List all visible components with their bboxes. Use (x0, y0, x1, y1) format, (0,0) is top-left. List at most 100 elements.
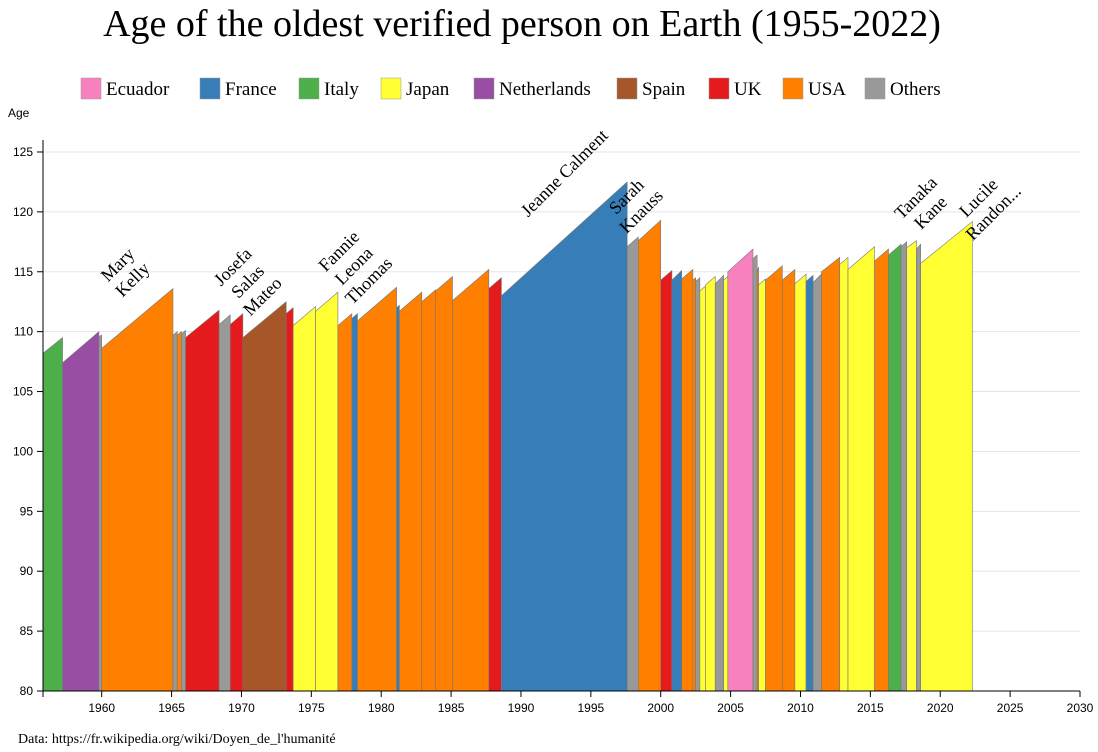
segment-others (218, 314, 231, 692)
annotation-label: MaryKelly (96, 243, 153, 300)
x-tick-label: 2005 (717, 701, 744, 715)
x-tick-label: 1985 (438, 701, 465, 715)
y-tick-label: 120 (13, 205, 33, 219)
segment-usa (337, 313, 353, 692)
y-tick-label: 115 (14, 265, 33, 279)
segment-others (752, 254, 758, 692)
legend-swatch-france (199, 77, 221, 100)
x-tick-label: 2030 (1067, 701, 1094, 715)
segment-uk (185, 309, 220, 692)
legend-label-spain: Spain (642, 79, 686, 100)
y-axis: 80 85 90 95 100 105 110 115 120 125 (13, 140, 44, 698)
chart-title: Age of the oldest verified person on Ear… (103, 3, 941, 45)
segment-usa (452, 268, 490, 692)
segment-usa (357, 286, 397, 692)
legend-label-netherlands: Netherlands (499, 79, 591, 100)
x-tick-label: 2010 (787, 701, 814, 715)
legend-label-usa: USA (808, 79, 846, 100)
source-note: Data: https://fr.wikipedia.org/wiki/Doye… (18, 732, 336, 747)
legend-label-italy: Italy (324, 79, 359, 100)
segment-usa (399, 291, 423, 692)
legend-swatch-netherlands (473, 77, 495, 100)
segment-italy (888, 243, 902, 692)
legend-label-others: Others (890, 79, 941, 100)
x-tick-label: 2020 (927, 701, 954, 715)
segment-japan (906, 240, 917, 692)
x-tick-label: 1965 (158, 701, 185, 715)
segment-japan (705, 275, 716, 692)
x-tick-label: 1990 (508, 701, 535, 715)
segment-others (98, 334, 102, 692)
segments (42, 181, 973, 692)
annotation-label: JosefaSalasMateo (209, 243, 285, 319)
x-tick-label: 1975 (298, 701, 325, 715)
segment-japan (794, 273, 807, 692)
y-tick-label: 105 (13, 385, 33, 399)
segment-others (172, 330, 178, 692)
y-tick-label: 110 (14, 325, 33, 339)
segment-japan (920, 220, 973, 692)
segment-japan (758, 278, 766, 692)
x-tick-label: 2025 (997, 701, 1024, 715)
legend-swatch-spain (616, 77, 638, 100)
x-tick-label: 1960 (88, 701, 115, 715)
x-tick-label: 1980 (368, 701, 395, 715)
legend-label-japan: Japan (406, 79, 450, 100)
legend-swatch-others (864, 77, 886, 100)
segment-japan (723, 275, 729, 692)
segment-japan (699, 285, 706, 692)
segment-spain (242, 301, 287, 692)
legend-swatch-ecuador (80, 77, 102, 100)
segment-japan (315, 291, 339, 692)
segment-uk (660, 269, 673, 692)
x-axis: 1960 1965 1970 1975 1980 1985 1990 1995 2000 2005… (42, 690, 1094, 715)
legend-label-ecuador: Ecuador (106, 79, 170, 100)
segment-japan (839, 256, 849, 692)
annotation-label: FannieLeonaThomas (311, 223, 396, 308)
annotation-label: TanakaKane (890, 172, 956, 238)
segment-usa (692, 277, 696, 692)
legend-label-france: France (225, 79, 277, 100)
y-tick-label: 90 (20, 564, 34, 578)
segment-france (351, 313, 358, 692)
segment-italy (42, 337, 63, 692)
legend-swatch-japan (380, 77, 402, 100)
segment-others (695, 277, 701, 692)
segment-netherlands (62, 330, 100, 692)
y-tick-label: 100 (13, 444, 33, 458)
y-tick-label: 125 (13, 145, 33, 159)
segment-others (714, 274, 724, 692)
segment-usa (435, 275, 453, 692)
segment-others (181, 329, 186, 692)
segment-uk (488, 277, 502, 692)
segment-others (626, 236, 639, 692)
segment-usa (101, 287, 174, 692)
legend-swatch-uk (708, 77, 730, 100)
segment-usa (176, 330, 182, 692)
segment-usa (782, 268, 796, 692)
legend-swatch-usa (782, 77, 804, 100)
segment-japan (292, 305, 316, 692)
segment-france (671, 269, 682, 692)
segment-usa (638, 219, 662, 692)
segment-others (916, 243, 921, 692)
segment-japan (847, 245, 875, 692)
segment-france (396, 304, 400, 692)
segment-others (900, 241, 908, 692)
segment-france (501, 181, 628, 692)
segment-ecuador (727, 248, 754, 692)
segment-usa (874, 248, 889, 692)
y-axis-label: Age (8, 106, 30, 120)
annotation-label: Jeanne Calment (517, 125, 612, 220)
y-tick-label: 80 (20, 684, 34, 698)
segment-usa (681, 268, 694, 692)
x-tick-label: 2015 (857, 701, 884, 715)
segment-usa (821, 256, 840, 692)
x-tick-label: 1995 (577, 701, 604, 715)
segment-others (812, 273, 822, 692)
segment-usa (765, 265, 783, 692)
x-tick-label: 1970 (228, 701, 255, 715)
y-tick-label: 95 (20, 504, 34, 518)
x-tick-label: 2000 (647, 701, 674, 715)
legend-label-uk: UK (734, 79, 762, 100)
